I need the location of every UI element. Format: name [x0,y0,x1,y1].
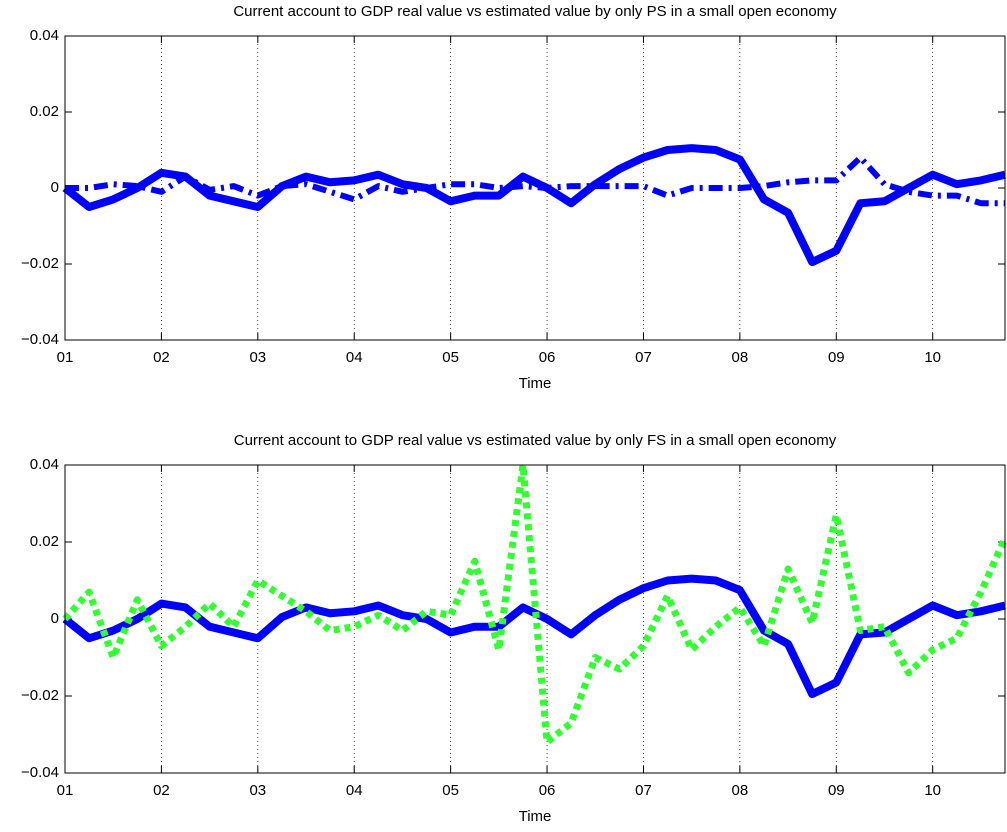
chart-title: Current account to GDP real value vs est… [233,3,837,20]
x-tick-label: 05 [442,349,459,366]
y-tick-label: −0.04 [21,331,59,348]
x-tick-label: 02 [153,349,170,366]
x-tick-label: 10 [924,782,941,799]
y-tick-label: −0.02 [21,687,59,704]
x-tick-label: 06 [539,349,556,366]
x-tick-label: 04 [346,782,363,799]
x-tick-label: 09 [828,782,845,799]
x-tick-label: 03 [249,349,266,366]
y-tick-label: −0.02 [21,255,59,272]
x-tick-label: 09 [828,349,845,366]
x-tick-label: 07 [635,349,652,366]
y-tick-label: −0.04 [21,764,59,781]
y-tick-label: 0.02 [30,103,59,120]
x-tick-label: 03 [249,782,266,799]
x-tick-label: 04 [346,349,363,366]
x-tick-label: 08 [732,349,749,366]
y-tick-label: 0.04 [30,456,59,473]
y-tick-label: 0.02 [30,533,59,550]
x-tick-label: 10 [924,349,941,366]
plot-frame [64,35,1006,341]
x-tick-label: 07 [635,782,652,799]
x-tick-label: 05 [442,782,459,799]
chart-title: Current account to GDP real value vs est… [234,432,837,449]
y-tick-label: 0 [51,610,59,627]
x-tick-label: 08 [732,782,749,799]
x-tick-label: 02 [153,782,170,799]
data-line [62,144,1006,267]
plot-frame [64,464,1006,774]
x-tick-label: 06 [539,782,556,799]
y-tick-label: 0 [51,179,59,196]
y-tick-label: 0.04 [30,27,59,44]
data-line [65,154,1005,207]
data-line [62,461,1007,746]
x-axis-label: Time [519,375,552,392]
x-tick-label: 01 [57,349,74,366]
x-tick-label: 01 [57,782,74,799]
x-axis-label: Time [519,808,552,825]
